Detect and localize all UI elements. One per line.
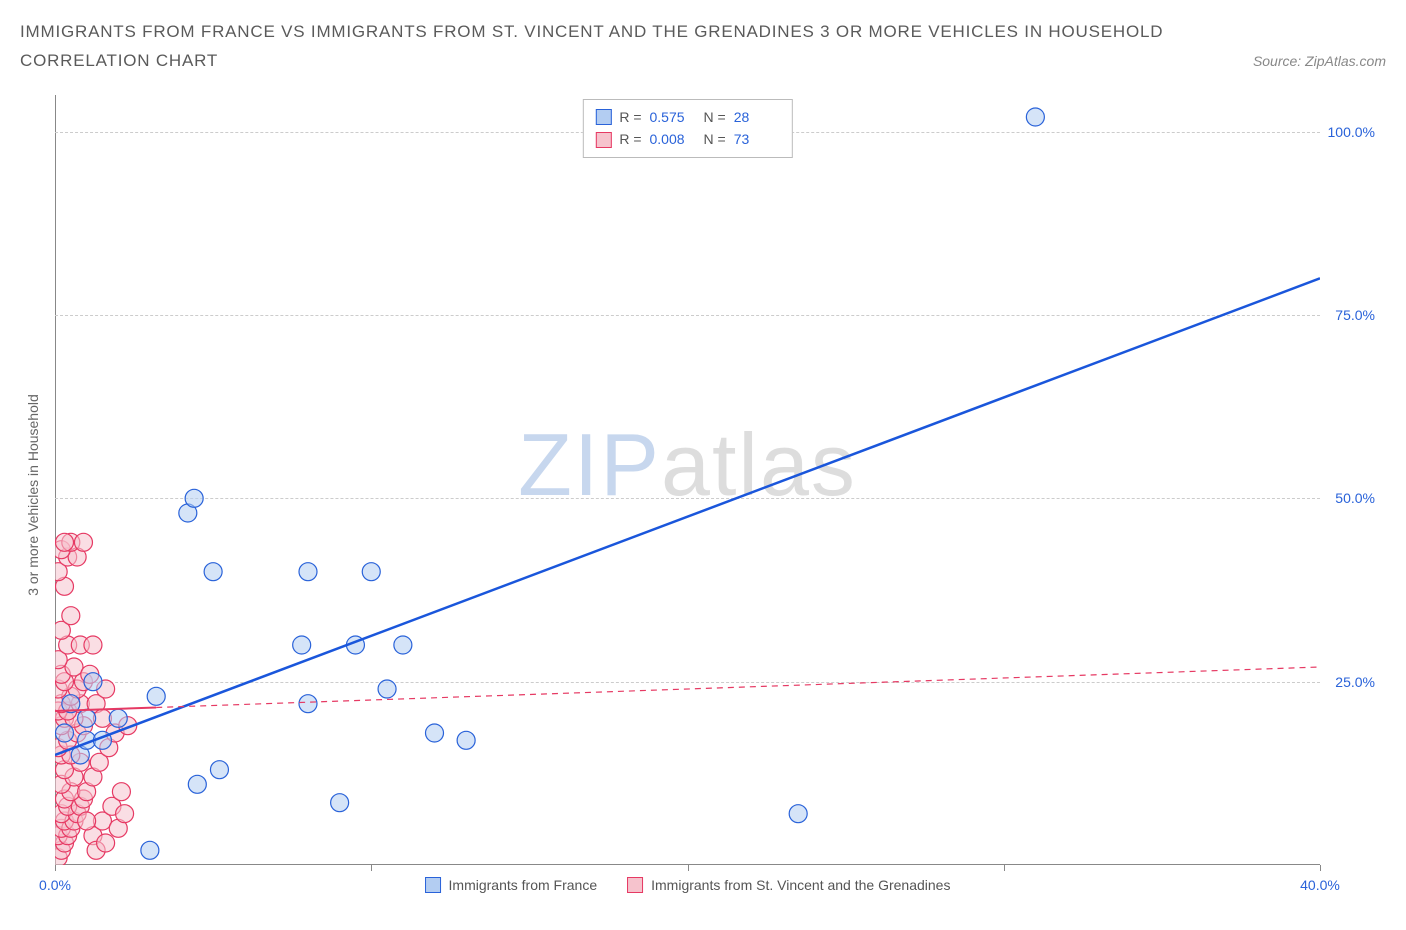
data-point: [62, 607, 80, 625]
data-point: [426, 724, 444, 742]
n-value-svg: 73: [734, 128, 780, 150]
r-value-svg: 0.008: [650, 128, 696, 150]
y-tick-label: 75.0%: [1335, 307, 1375, 323]
plot-area: ZIPatlas R = 0.575 N = 28 R = 0.008 N = …: [55, 95, 1320, 865]
data-point: [74, 533, 92, 551]
data-point: [97, 834, 115, 852]
chart-header: IMMIGRANTS FROM FRANCE VS IMMIGRANTS FRO…: [0, 0, 1406, 81]
data-point: [141, 841, 159, 859]
n-value-france: 28: [734, 106, 780, 128]
x-tick-label: 40.0%: [1300, 877, 1340, 893]
data-point: [457, 731, 475, 749]
data-point: [112, 783, 130, 801]
n-label-2: N =: [704, 128, 726, 150]
data-point: [299, 695, 317, 713]
y-tick-label: 100.0%: [1328, 124, 1375, 140]
data-point: [789, 805, 807, 823]
trend-line: [156, 667, 1320, 707]
data-point: [378, 680, 396, 698]
x-tick-label: 0.0%: [39, 877, 71, 893]
x-tick: [1004, 865, 1005, 871]
swatch-svg: [595, 132, 611, 148]
stats-row-france: R = 0.575 N = 28: [595, 106, 779, 128]
data-point: [331, 794, 349, 812]
data-point: [78, 709, 96, 727]
data-point: [299, 563, 317, 581]
y-tick-label: 50.0%: [1335, 490, 1375, 506]
legend-label-svg: Immigrants from St. Vincent and the Gren…: [651, 877, 950, 893]
data-point: [55, 724, 73, 742]
scatter-svg: [55, 95, 1320, 865]
legend-item-france: Immigrants from France: [425, 877, 598, 893]
data-point: [394, 636, 412, 654]
trend-line: [55, 278, 1320, 755]
swatch-france: [595, 109, 611, 125]
data-point: [185, 489, 203, 507]
data-point: [78, 812, 96, 830]
legend-label-france: Immigrants from France: [449, 877, 598, 893]
x-tick: [55, 865, 56, 871]
data-point: [210, 761, 228, 779]
chart-title: IMMIGRANTS FROM FRANCE VS IMMIGRANTS FRO…: [20, 18, 1386, 45]
chart-container: 3 or more Vehicles in Household ZIPatlas…: [55, 95, 1385, 895]
swatch-france-icon: [425, 877, 441, 893]
y-axis-label: 3 or more Vehicles in Household: [25, 394, 41, 596]
data-point: [1026, 108, 1044, 126]
data-point: [362, 563, 380, 581]
data-point: [84, 673, 102, 691]
data-point: [55, 533, 73, 551]
x-tick: [1320, 865, 1321, 871]
data-point: [188, 775, 206, 793]
stats-row-svg: R = 0.008 N = 73: [595, 128, 779, 150]
r-label-2: R =: [619, 128, 641, 150]
stats-legend: R = 0.575 N = 28 R = 0.008 N = 73: [582, 99, 792, 158]
data-point: [147, 687, 165, 705]
data-point: [293, 636, 311, 654]
series-legend: Immigrants from France Immigrants from S…: [425, 877, 951, 893]
data-point: [84, 636, 102, 654]
subtitle-row: CORRELATION CHART Source: ZipAtlas.com: [20, 51, 1386, 71]
chart-subtitle: CORRELATION CHART: [20, 51, 218, 71]
data-point: [204, 563, 222, 581]
x-tick: [688, 865, 689, 871]
y-tick-label: 25.0%: [1335, 674, 1375, 690]
r-value-france: 0.575: [650, 106, 696, 128]
r-label: R =: [619, 106, 641, 128]
x-tick: [371, 865, 372, 871]
chart-source: Source: ZipAtlas.com: [1253, 53, 1386, 69]
legend-item-svg: Immigrants from St. Vincent and the Gren…: [627, 877, 950, 893]
data-point: [109, 709, 127, 727]
data-point: [116, 805, 134, 823]
n-label: N =: [704, 106, 726, 128]
swatch-svg-icon: [627, 877, 643, 893]
